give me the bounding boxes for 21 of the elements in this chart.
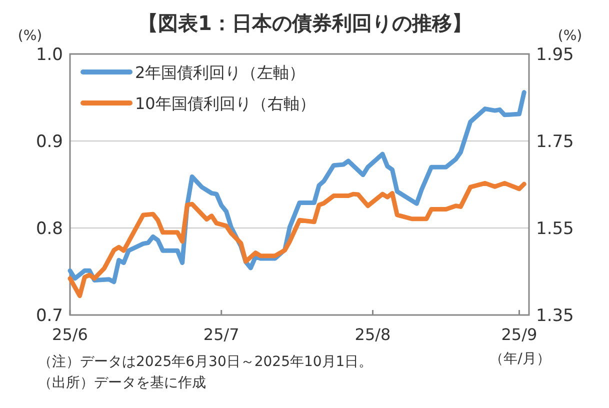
y-tick-label: 1.0 [36,45,63,65]
y-axis-title: (%) [18,28,42,44]
y2-tick-label: 1.35 [536,306,574,326]
text: （注）データは2025年6月30日～2025年10月1日。 [38,354,373,370]
y2-tick-label: 1.75 [536,132,574,152]
x-tick-label: 25/6 [52,325,88,344]
x-tick-label: 25/8 [354,325,391,344]
legend-label: 10年国債利回り（右軸） [135,94,316,113]
text: （出所）データを基に作成 [38,375,206,391]
legend-label: 2年国債利回り（左軸） [135,63,306,82]
y-tick-label: 0.9 [36,132,63,152]
x-tick-label: 25/7 [203,325,240,344]
x-axis-title: （年/月） [490,351,550,367]
y-tick-label: 0.7 [36,306,63,326]
line-series [68,180,526,298]
chart-title: 【図表1：日本の債券利回りの推移】 [138,11,472,35]
y-tick-label: 0.8 [36,219,63,239]
y2-tick-label: 1.95 [536,45,574,65]
y2-tick-label: 1.55 [536,219,574,239]
y2-axis-title: (%) [558,28,582,44]
x-tick-label: 25/9 [501,325,538,344]
